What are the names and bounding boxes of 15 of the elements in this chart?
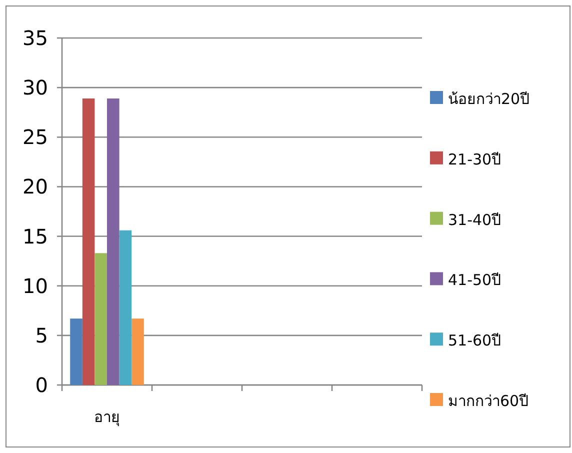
y-tick-label: 35 (22, 26, 48, 50)
legend-label: มากกว่า60ปี (448, 392, 530, 410)
legend-label: 21-30ปี (448, 150, 502, 168)
y-tick-label: 20 (22, 174, 48, 199)
y-tick-label: 30 (22, 76, 48, 100)
x-tick-label: อายุ (94, 408, 120, 427)
y-tick-label: 10 (22, 274, 48, 298)
legend-label: 51-60ปี (448, 332, 502, 350)
legend-label: 41-50ปี (448, 271, 502, 290)
y-tick-label: 0 (35, 373, 48, 397)
y-tick-label: 5 (35, 323, 48, 348)
legend-label: 31-40ปี (448, 210, 502, 229)
y-tick-label: 15 (22, 224, 48, 248)
y-tick-label: 25 (22, 125, 48, 150)
legend-label: น้อยกว่า20ปี (448, 90, 530, 108)
